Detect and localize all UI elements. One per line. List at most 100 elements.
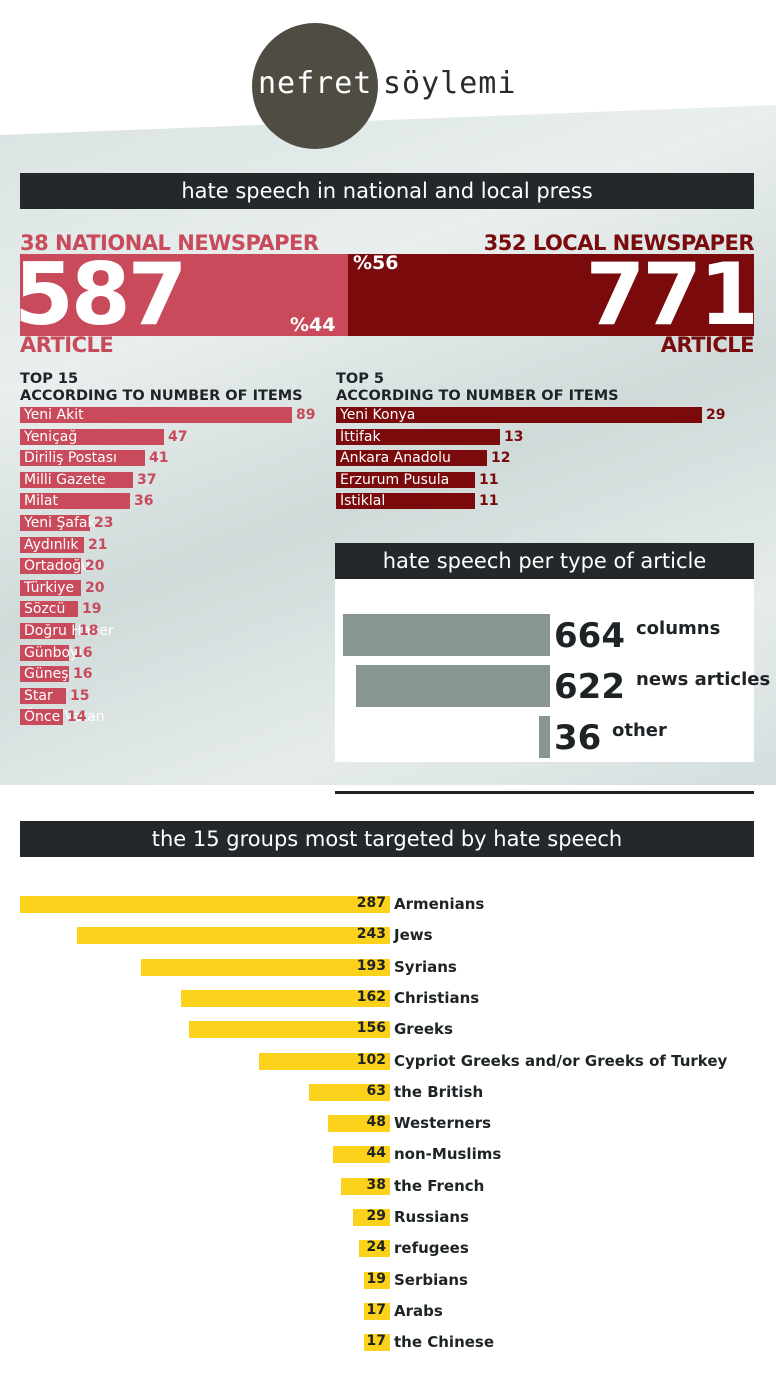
national-header: 38 NATIONAL NEWSPAPER — [20, 231, 319, 255]
top15-bar: Milli Gazete — [20, 471, 133, 488]
local-count: 771 — [585, 245, 759, 345]
group-label: Westerners — [394, 1114, 492, 1133]
local-percent: %56 — [353, 252, 399, 274]
top15-value: 19 — [82, 601, 102, 618]
local-header: 352 LOCAL NEWSPAPER — [483, 231, 755, 255]
group-bar — [364, 1334, 390, 1352]
group-value: 287 — [356, 895, 386, 911]
group-value: 44 — [366, 1145, 386, 1162]
national-percent: %44 — [290, 314, 336, 336]
group-bar — [328, 1115, 390, 1133]
group-bar — [259, 1052, 390, 1070]
top15-value: 21 — [88, 536, 108, 553]
top15-bar: Yeni Şafak — [20, 515, 96, 531]
group-label: the Chinese — [394, 1333, 495, 1352]
group-label: Russians — [394, 1208, 469, 1226]
group-value: 17 — [366, 1333, 386, 1350]
top15-value: 89 — [296, 407, 316, 423]
top15-value: 15 — [70, 687, 90, 704]
top15-value: 20 — [85, 558, 105, 575]
group-label: refugees — [394, 1239, 469, 1258]
group-value: 243 — [356, 926, 386, 943]
top15-bar: Güneş — [20, 666, 69, 683]
type-bar — [356, 665, 550, 707]
type-value: 622 — [554, 667, 625, 707]
top15-bar: Yeni Akit — [20, 407, 292, 423]
group-label: non-Muslims — [394, 1145, 502, 1164]
top15-bar: Önce Vatan — [20, 709, 105, 726]
top15-value: 16 — [73, 666, 93, 683]
group-value: 162 — [356, 988, 386, 1005]
press-banner: hate speech in national and local press — [20, 173, 754, 209]
press-banner-title: hate speech in national and local press — [181, 179, 593, 203]
group-label: Christians — [394, 988, 480, 1007]
group-label: the British — [394, 1082, 484, 1101]
type-bar — [539, 716, 550, 758]
group-label: Greeks — [394, 1020, 453, 1039]
top15-bar: Ortadoğu — [20, 558, 90, 575]
top15-value: 41 — [149, 450, 169, 467]
group-bar — [20, 896, 390, 913]
top5-subtitle: ACCORDING TO NUMBER OF ITEMS — [336, 388, 619, 404]
top15-bar: Türkiye — [20, 579, 81, 596]
national-unit: ARTICLE — [20, 333, 114, 357]
group-label: the French — [394, 1176, 485, 1195]
group-bar — [364, 1302, 390, 1320]
group-value: 193 — [356, 957, 386, 974]
groups-banner-title: the 15 groups most targeted by hate spee… — [151, 827, 623, 851]
type-label: news articles — [636, 669, 771, 690]
group-value: 29 — [366, 1208, 386, 1224]
top5-value: 12 — [491, 450, 511, 467]
top15-value: 37 — [137, 471, 157, 488]
type-value: 36 — [554, 718, 602, 758]
group-bar — [309, 1083, 390, 1101]
type-label: other — [612, 720, 667, 741]
group-bar — [141, 958, 390, 976]
top5-bar: İstiklal — [336, 493, 475, 510]
group-bar — [333, 1146, 390, 1164]
type-label: columns — [636, 618, 721, 639]
local-unit: ARTICLE — [660, 333, 755, 357]
logo-circle — [252, 23, 378, 149]
type-bar — [343, 614, 550, 656]
top15-bar: Aydınlık — [20, 536, 84, 553]
top5-bar: Yeni Konya — [336, 407, 702, 423]
group-label: Jews — [394, 926, 433, 945]
types-rule — [335, 791, 754, 794]
top15-value: 23 — [94, 515, 114, 531]
top5-value: 11 — [479, 493, 499, 510]
national-count: 587 — [14, 245, 188, 345]
top5-value: 11 — [479, 471, 499, 488]
type-value: 664 — [554, 616, 625, 656]
group-value: 102 — [356, 1051, 386, 1068]
local-bar — [348, 254, 754, 336]
group-label: Arabs — [394, 1301, 443, 1320]
group-value: 17 — [366, 1301, 386, 1318]
top15-bar: Diriliş Postası — [20, 450, 145, 467]
group-value: 156 — [356, 1020, 386, 1037]
group-bar — [341, 1177, 390, 1195]
national-bar — [20, 254, 348, 336]
group-value: 48 — [366, 1114, 386, 1131]
top15-value: 20 — [85, 579, 105, 596]
top15-bar: Doğru Haber — [20, 623, 114, 639]
top15-value: 16 — [73, 644, 93, 661]
top15-bar: Milat — [20, 493, 130, 510]
logo-word-soylemi: söylemi — [383, 66, 517, 101]
group-bar — [181, 989, 390, 1007]
top15-value: 47 — [168, 428, 188, 445]
top15-bar: Sözcü — [20, 601, 78, 618]
group-bar — [359, 1240, 390, 1258]
group-label: Armenians — [394, 895, 485, 913]
logo-word-nefret: nefret — [258, 66, 373, 101]
group-bar — [364, 1271, 390, 1289]
types-banner: hate speech per type of article — [335, 543, 754, 579]
top15-bar: Yeniçağ — [20, 428, 164, 445]
top15-bar: Günboyu — [20, 644, 87, 661]
group-bar — [77, 927, 390, 945]
top15-bar: Star — [20, 687, 66, 704]
groups-banner: the 15 groups most targeted by hate spee… — [20, 821, 754, 857]
top5-bar: İttifak — [336, 428, 500, 445]
top5-title: TOP 5 — [336, 371, 384, 387]
top15-value: 18 — [79, 623, 99, 639]
